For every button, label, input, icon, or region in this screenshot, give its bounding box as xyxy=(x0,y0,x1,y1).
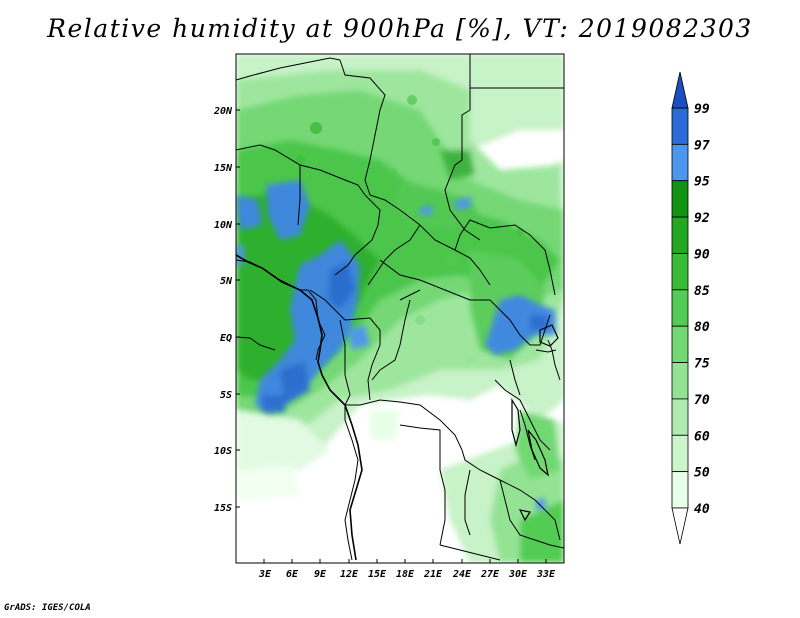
colorbar-label: 80 xyxy=(694,320,710,335)
lon-ticks xyxy=(263,559,547,563)
humidity-field xyxy=(236,54,564,563)
lakes xyxy=(511,324,559,522)
lon-label: 12E xyxy=(340,569,359,580)
lat-label: 20N xyxy=(213,106,233,117)
lon-label: 30E xyxy=(508,569,528,580)
colorbar-segment xyxy=(671,289,689,327)
lat-label: 15S xyxy=(214,503,232,514)
colorbar-segment xyxy=(671,180,689,218)
colorbar-label: 40 xyxy=(694,502,710,517)
colorbar-label: 90 xyxy=(694,247,710,262)
lon-label: 24E xyxy=(452,569,472,580)
map-frame xyxy=(235,53,565,564)
colorbar-segment xyxy=(671,471,689,509)
colorbar-label: 70 xyxy=(694,393,710,408)
colorbar-segment xyxy=(671,434,689,473)
colorbar-segment xyxy=(671,253,689,291)
lat-label: 15N xyxy=(214,163,233,174)
colorbar-segment xyxy=(671,362,689,400)
colorbar-segment xyxy=(671,398,689,436)
lat-label: EQ xyxy=(220,333,232,344)
lon-label: 15E xyxy=(368,569,387,580)
lon-label: 33E xyxy=(536,569,556,580)
colorbar-label: 75 xyxy=(694,357,710,372)
lon-label: 21E xyxy=(423,569,443,580)
lon-label: 9E xyxy=(314,569,327,580)
colorbar: 99 97 95 92 90 85 80 75 70 60 50 40 xyxy=(671,71,710,545)
lat-label: 5N xyxy=(220,276,233,287)
latitude-axis: 20N 15N 10N 5N EQ 5S 10S 15S xyxy=(213,106,233,514)
lat-label: 5S xyxy=(220,390,232,401)
lat-ticks xyxy=(236,109,240,508)
colorbar-segment xyxy=(671,216,689,254)
colorbar-label: 95 xyxy=(694,175,710,190)
colorbar-label: 97 xyxy=(694,138,710,153)
colorbar-segment xyxy=(671,325,689,363)
lon-label: 18E xyxy=(396,569,415,580)
longitude-axis: 3E 6E 9E 12E 15E 18E 21E 24E 27E 30E 33E xyxy=(258,569,556,580)
coastline xyxy=(236,254,363,561)
lon-label: 3E xyxy=(258,569,272,580)
colorbar-label: 60 xyxy=(694,429,710,444)
grads-credit: GrADS: IGES/COLA xyxy=(4,603,91,613)
colorbar-top-arrow xyxy=(671,71,689,109)
map-title: Relative humidity at 900hPa [%], VT: 201… xyxy=(47,14,753,43)
lon-label: 6E xyxy=(286,569,299,580)
lat-label: 10N xyxy=(214,220,233,231)
colorbar-label: 50 xyxy=(694,466,710,481)
colorbar-segment xyxy=(671,107,689,145)
colorbar-bottom-arrow xyxy=(671,507,689,545)
colorbar-label: 99 xyxy=(694,102,710,117)
colorbar-label: 85 xyxy=(694,284,710,299)
lon-label: 27E xyxy=(480,569,500,580)
colorbar-label: 92 xyxy=(694,211,710,226)
lat-label: 10S xyxy=(214,446,232,457)
colorbar-segment xyxy=(671,143,689,182)
